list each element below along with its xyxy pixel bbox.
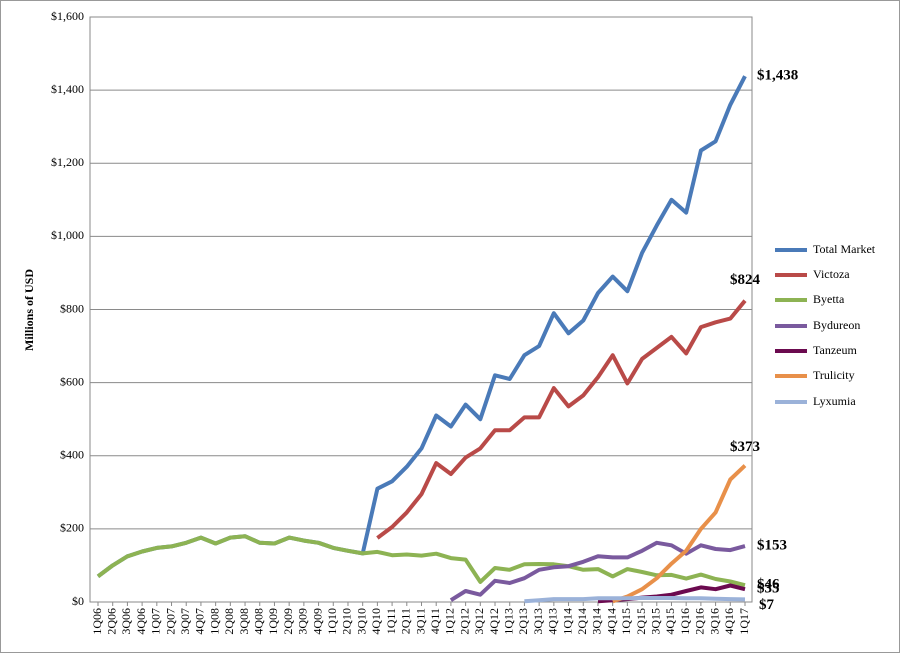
x-tick-label: 3Q16 xyxy=(707,608,721,635)
y-axis-label: Millions of USD xyxy=(22,269,36,351)
series-line xyxy=(524,596,746,604)
y-tick-label: $400 xyxy=(60,448,84,462)
y-tick-label: $800 xyxy=(60,301,84,315)
x-tick-label: 1Q17 xyxy=(737,608,751,635)
series-line xyxy=(376,299,747,540)
x-tick-label: 3Q08 xyxy=(237,608,251,635)
x-tick-label: 2Q16 xyxy=(693,608,707,635)
x-tick-label: 3Q13 xyxy=(531,608,545,635)
x-tick-label: 2Q14 xyxy=(575,608,589,635)
legend-label: Trulicity xyxy=(813,368,855,382)
legend-label: Total Market xyxy=(813,242,876,256)
x-tick-label: 3Q06 xyxy=(119,608,133,635)
x-tick-label: 3Q11 xyxy=(413,608,427,634)
x-tick-label: 2Q15 xyxy=(634,608,648,635)
x-tick-label: 1Q15 xyxy=(619,608,633,635)
x-tick-label: 4Q15 xyxy=(663,608,677,635)
x-tick-label: 2Q12 xyxy=(457,608,471,635)
end-label: $373 xyxy=(730,439,760,455)
x-tick-label: 2Q13 xyxy=(516,608,530,635)
y-tick-label: $1,000 xyxy=(51,228,84,242)
end-label: $7 xyxy=(759,597,775,613)
y-tick-label: $0 xyxy=(72,594,84,608)
x-tick-label: 2Q10 xyxy=(340,608,354,635)
x-tick-label: 1Q10 xyxy=(325,608,339,635)
end-label: $153 xyxy=(757,537,787,553)
x-tick-label: 1Q12 xyxy=(443,608,457,635)
x-tick-label: 4Q12 xyxy=(487,608,501,635)
x-tick-label: 4Q13 xyxy=(546,608,560,635)
x-tick-label: 1Q09 xyxy=(266,608,280,635)
legend-label: Bydureon xyxy=(813,318,860,332)
x-tick-label: 1Q08 xyxy=(207,608,221,635)
x-tick-label: 3Q10 xyxy=(354,608,368,635)
y-tick-label: $600 xyxy=(60,374,84,388)
y-tick-label: $1,400 xyxy=(51,82,84,96)
series-line xyxy=(96,534,746,588)
x-tick-label: 3Q14 xyxy=(590,608,604,635)
y-tick-label: $1,200 xyxy=(51,155,84,169)
series-line xyxy=(612,464,747,604)
end-label: $46 xyxy=(757,577,780,593)
end-label: $824 xyxy=(730,272,761,288)
y-tick-label: $200 xyxy=(60,521,84,535)
legend-label: Lyxumia xyxy=(813,394,856,408)
x-tick-label: 2Q08 xyxy=(222,608,236,635)
x-tick-label: 1Q06 xyxy=(90,608,104,635)
x-tick-label: 3Q12 xyxy=(472,608,486,635)
x-tick-label: 1Q13 xyxy=(501,608,515,635)
end-label: $1,438 xyxy=(757,68,798,84)
x-tick-label: 4Q08 xyxy=(252,608,266,635)
legend-label: Byetta xyxy=(813,292,845,306)
series-line xyxy=(449,540,746,602)
x-tick-label: 4Q06 xyxy=(134,608,148,635)
legend-label: Victoza xyxy=(813,267,850,281)
x-tick-label: 4Q14 xyxy=(604,608,618,635)
x-tick-label: 2Q11 xyxy=(399,608,413,634)
x-tick-label: 4Q16 xyxy=(722,608,736,635)
x-tick-label: 2Q09 xyxy=(281,608,295,635)
x-tick-label: 1Q16 xyxy=(678,608,692,635)
x-tick-label: 1Q14 xyxy=(560,608,574,635)
x-tick-label: 4Q10 xyxy=(369,608,383,635)
x-tick-label: 1Q11 xyxy=(384,608,398,634)
x-tick-label: 4Q07 xyxy=(193,608,207,635)
x-tick-label: 2Q07 xyxy=(163,608,177,635)
x-tick-label: 3Q09 xyxy=(296,608,310,635)
x-tick-label: 1Q07 xyxy=(149,608,163,635)
x-tick-label: 4Q11 xyxy=(428,608,442,634)
x-tick-label: 2Q06 xyxy=(104,608,118,635)
x-tick-label: 3Q15 xyxy=(649,608,663,635)
y-tick-label: $1,600 xyxy=(51,9,84,23)
x-tick-label: 3Q07 xyxy=(178,608,192,635)
end-label: $35 xyxy=(757,581,780,597)
legend-label: Tanzeum xyxy=(813,343,857,357)
x-tick-label: 4Q09 xyxy=(310,608,324,635)
